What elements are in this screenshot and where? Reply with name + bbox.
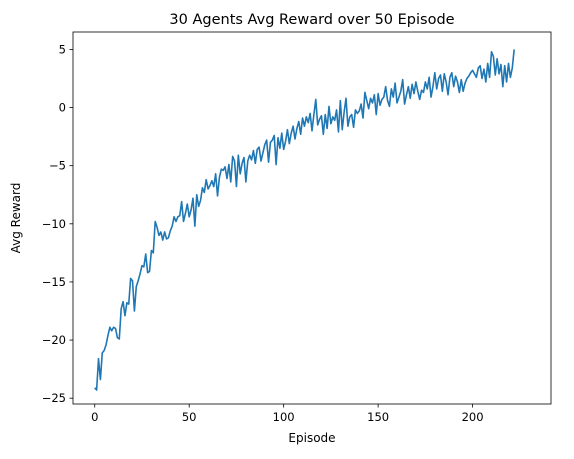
y-axis-ticks: −25 −20 −15 −10 −5 0 5 bbox=[42, 42, 73, 405]
x-tick-label: 100 bbox=[273, 410, 295, 424]
y-tick-label: −25 bbox=[42, 391, 66, 405]
y-tick-label: −10 bbox=[42, 217, 66, 231]
x-axis-label: Episode bbox=[288, 431, 335, 445]
series-line-0 bbox=[94, 49, 515, 391]
series-layer bbox=[94, 49, 515, 391]
x-tick-label: 0 bbox=[91, 410, 98, 424]
x-tick-label: 150 bbox=[367, 410, 389, 424]
y-tick-label: 5 bbox=[59, 42, 66, 56]
chart-title: 30 Agents Avg Reward over 50 Episode bbox=[169, 12, 454, 28]
y-tick-label: −20 bbox=[42, 333, 66, 347]
x-tick-label: 200 bbox=[462, 410, 484, 424]
plot-frame bbox=[72, 31, 552, 405]
x-axis-ticks: 0 50 100 150 200 bbox=[91, 404, 484, 424]
y-axis-label: Avg Reward bbox=[9, 183, 23, 254]
y-tick-label: 0 bbox=[59, 101, 66, 115]
y-tick-label: −15 bbox=[42, 275, 66, 289]
x-tick-label: 50 bbox=[182, 410, 197, 424]
y-tick-label: −5 bbox=[49, 159, 66, 173]
